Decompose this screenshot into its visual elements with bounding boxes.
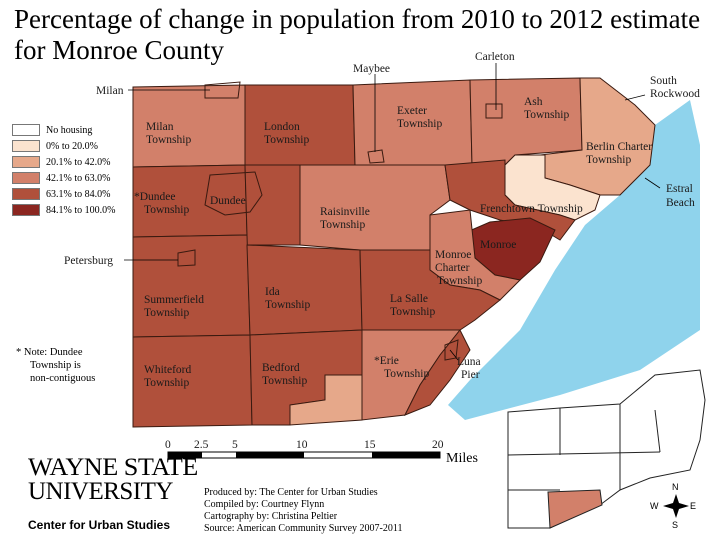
label-lasalle-township: La Salle Township (390, 293, 435, 318)
label-maybee: Maybee (353, 63, 390, 75)
petersburg-outline (177, 249, 196, 267)
scale-tick-label: 10 (296, 439, 308, 451)
locator-line (507, 451, 661, 456)
legend-item: 63.1% to 84.0% (12, 186, 115, 202)
label-raisinville-township: Raisinville Township (320, 206, 370, 231)
legend-label: No housing (46, 124, 93, 136)
compass-rose: N S E W (650, 482, 696, 530)
note-line: Township is (30, 360, 81, 371)
berlin-township (539, 77, 656, 196)
legend-item: No housing (12, 122, 115, 138)
label-luna-pier: Luna Pier (457, 356, 481, 381)
logo-line-3: Center for Urban Studies (28, 518, 171, 532)
label-bedford-township: Bedford Township (262, 362, 307, 387)
label-milan: Milan (96, 85, 124, 97)
label-exeter-township: Exeter Township (397, 105, 442, 130)
credits: Produced by: The Center for Urban Studie… (204, 487, 403, 535)
legend-item: 84.1% to 100.0% (12, 202, 115, 218)
rockwood-leader (624, 94, 646, 101)
scale-segment (236, 452, 304, 458)
lake-erie (448, 100, 700, 420)
credit-line: Source: American Community Survey 2007-2… (204, 523, 403, 534)
scale-tick-label: 0 (165, 439, 171, 451)
legend-swatch (12, 156, 40, 168)
label-dundee-township: *Dundee Township (134, 191, 189, 216)
erie-coast (403, 329, 471, 416)
scale-segment (168, 452, 202, 458)
label-ash-township: Ash Township (524, 96, 569, 121)
legend-swatch (12, 188, 40, 200)
wsu-logo: WAYNE STATE UNIVERSITY Center for Urban … (28, 455, 198, 532)
credit-line: Produced by: The Center for Urban Studie… (204, 487, 378, 498)
label-ida-township: Ida Township (265, 286, 310, 311)
compass-star (663, 494, 689, 518)
credit-line: Cartography by: Christina Peltier (204, 511, 338, 522)
label-dundee: Dundee (210, 195, 246, 207)
scale-tick-label: 2.5 (194, 439, 209, 451)
legend-swatch (12, 204, 40, 216)
milan-city-outline (204, 81, 241, 99)
estral-leader (644, 177, 661, 189)
label-carleton: Carleton (475, 51, 515, 63)
label-monroe-charter: Monroe Charter Township (435, 249, 482, 287)
maybee-outline (367, 149, 385, 164)
legend-label: 84.1% to 100.0% (46, 204, 116, 216)
note-line: * Note: Dundee (16, 347, 83, 358)
legend-label: 0% to 20.0% (46, 140, 98, 152)
logo-line-1: WAYNE STATE (28, 454, 198, 481)
label-frenchtown-township: Frenchtown Township (480, 203, 583, 215)
locator-monroe-county (547, 489, 603, 529)
label-whiteford-township: Whiteford Township (144, 364, 192, 389)
compass-s: S (672, 520, 678, 530)
scale-tick-label: 15 (364, 439, 376, 451)
london-township (244, 84, 356, 166)
note-line: non-contiguous (30, 373, 96, 384)
legend: No housing 0% to 20.0% 20.1% to 42.0% 42… (12, 122, 115, 218)
scale-tick-label: 5 (232, 439, 238, 451)
scale-unit: Miles (446, 451, 478, 466)
label-erie-township: *Erie Township (374, 355, 429, 380)
luna-leader (449, 349, 459, 361)
legend-swatch (12, 172, 40, 184)
compass-n: N (672, 482, 679, 492)
legend-item: 20.1% to 42.0% (12, 154, 115, 170)
legend-label: 63.1% to 84.0% (46, 188, 111, 200)
scale-tick-label: 20 (432, 439, 444, 451)
scale-segment (372, 452, 440, 458)
label-monroe: Monroe (480, 239, 516, 251)
dundee-note: * Note: Dundee Township is non-contiguou… (16, 346, 126, 385)
compass-w: W (650, 501, 659, 511)
label-south-rockwood: South Rockwood (650, 75, 700, 100)
label-summerfield-township: Summerfield Township (144, 294, 204, 319)
scale-bar: 0 2.5 5 10 15 20 Miles (165, 439, 478, 466)
compass-e: E (690, 501, 696, 511)
logo-line-2: UNIVERSITY (28, 478, 173, 505)
dundee-village-outline (204, 171, 263, 216)
legend-label: 42.1% to 63.0% (46, 172, 111, 184)
map-title: Percentage of change in population from … (14, 4, 701, 65)
locator-map (507, 369, 706, 529)
legend-swatch (12, 140, 40, 152)
label-estral-beach: Estral Beach (666, 183, 695, 209)
locator-line (654, 409, 661, 453)
credit-line: Compiled by: Courtney Flynn (204, 499, 325, 510)
legend-item: 0% to 20.0% (12, 138, 115, 154)
legend-swatch (12, 124, 40, 136)
dundee-area (244, 164, 301, 246)
legend-label: 20.1% to 42.0% (46, 156, 111, 168)
legend-item: 42.1% to 63.0% (12, 170, 115, 186)
label-milan-township: Milan Township (146, 121, 191, 146)
label-london-township: London Township (264, 121, 309, 146)
carleton-outline (485, 103, 503, 119)
label-berlin-township: Berlin Charter Township (586, 141, 652, 166)
label-petersburg: Petersburg (64, 255, 113, 267)
frenchtown-township (444, 159, 576, 241)
